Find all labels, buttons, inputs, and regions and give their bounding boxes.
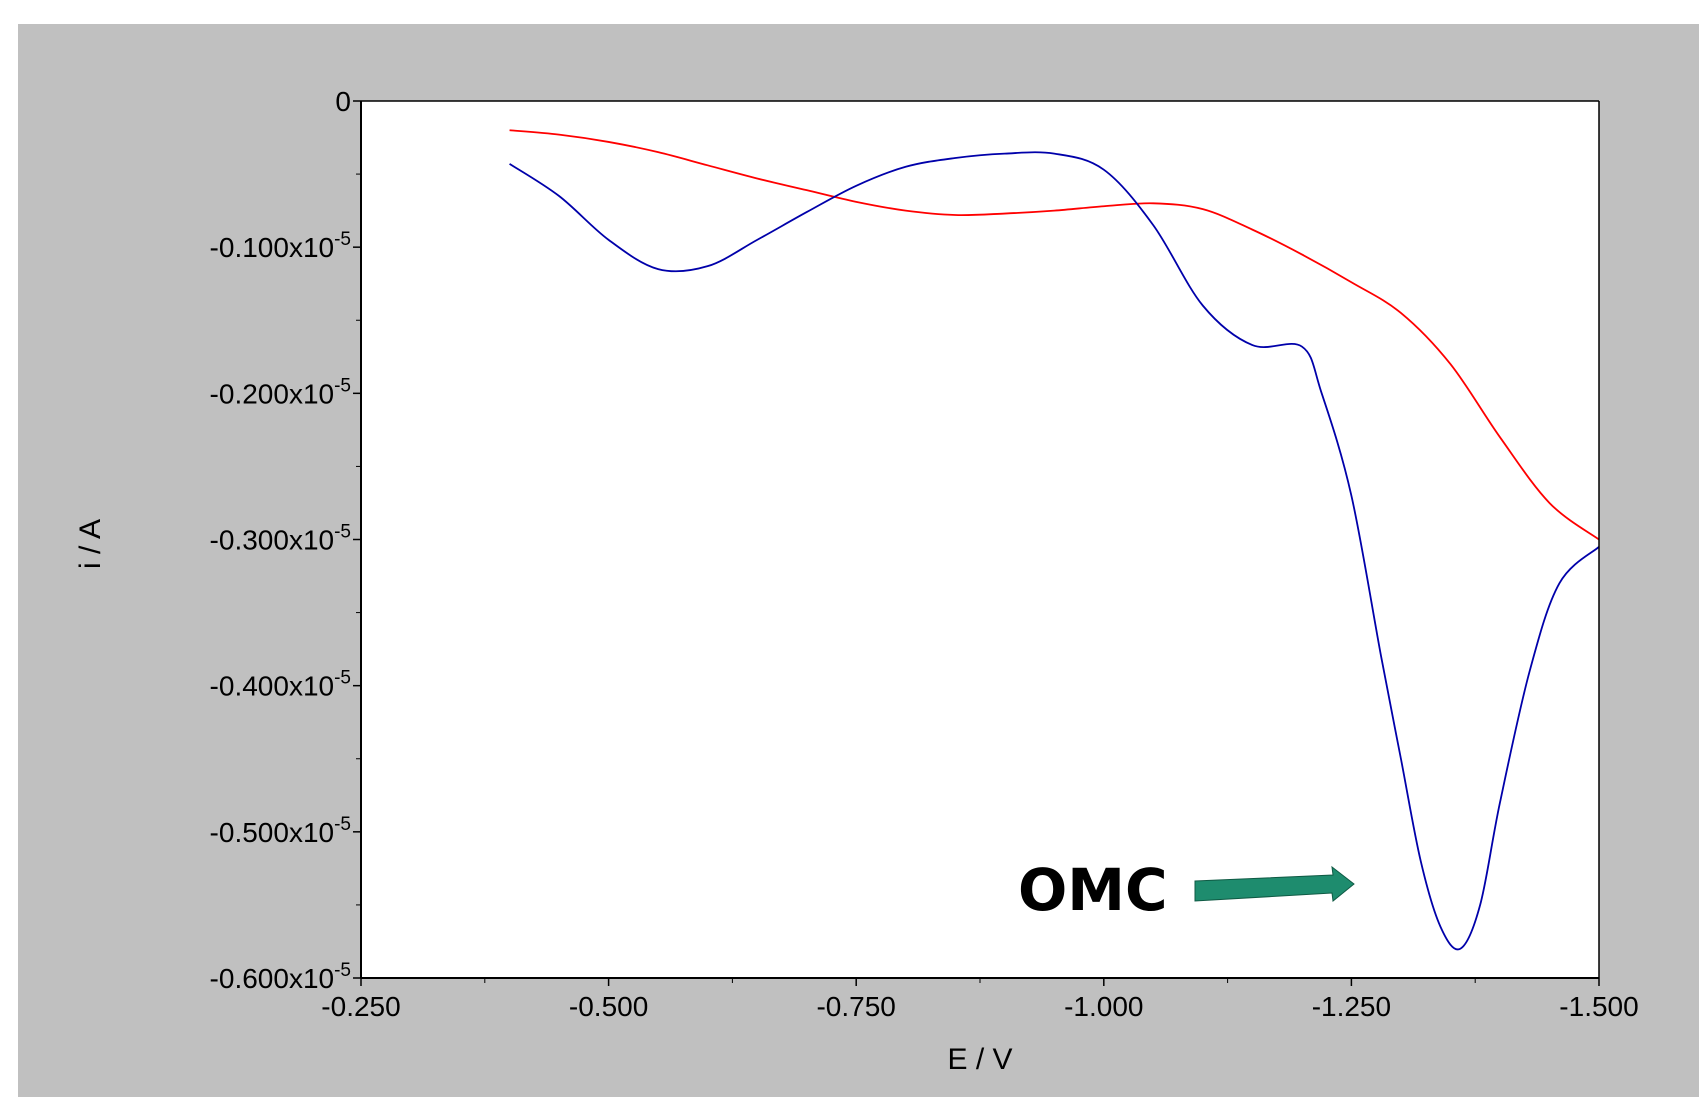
y-tick-label: -0.600x10-5 (210, 960, 351, 994)
annotation-label: OMC (1018, 856, 1168, 924)
annotation: OMC (1018, 856, 1355, 924)
x-tick-labels: -0.250 -0.500 -0.750 -1.000 -1.250 -1.500 (321, 991, 1638, 1022)
y-tick-label: -0.200x10-5 (210, 375, 351, 409)
y-tick-label: -0.100x10-5 (210, 229, 351, 263)
x-tick-label: -1.000 (1064, 991, 1143, 1022)
y-tick-label: -0.500x10-5 (210, 814, 351, 848)
chart-panel: -0.250 -0.500 -0.750 -1.000 -1.250 -1.500 0 -0… (18, 24, 1699, 1097)
y-axis-title: i / A (74, 519, 107, 569)
x-tick-label: -0.750 (816, 991, 895, 1022)
series-line-1 (509, 129, 1600, 541)
y-tick-label: -0.400x10-5 (210, 668, 351, 702)
plot-area (361, 101, 1599, 978)
x-tick-label: -0.500 (569, 991, 648, 1022)
y-tick-label: 0 (335, 86, 351, 117)
series-layer (509, 129, 1600, 951)
x-tick-label: -1.250 (1312, 991, 1391, 1022)
y-tick-labels: 0 -0.100x10-5 -0.200x10-5 -0.300x10-5 -0.400… (210, 86, 351, 994)
x-axis-title: E / V (947, 1043, 1012, 1076)
y-tick-label: -0.300x10-5 (210, 522, 351, 556)
cv-chart: -0.250 -0.500 -0.750 -1.000 -1.250 -1.500 0 -0… (74, 86, 1639, 1076)
series-line-2 (509, 151, 1600, 951)
x-tick-label: -0.250 (321, 991, 400, 1022)
annotation-arrow (1194, 865, 1355, 902)
x-tick-label: -1.500 (1559, 991, 1638, 1022)
